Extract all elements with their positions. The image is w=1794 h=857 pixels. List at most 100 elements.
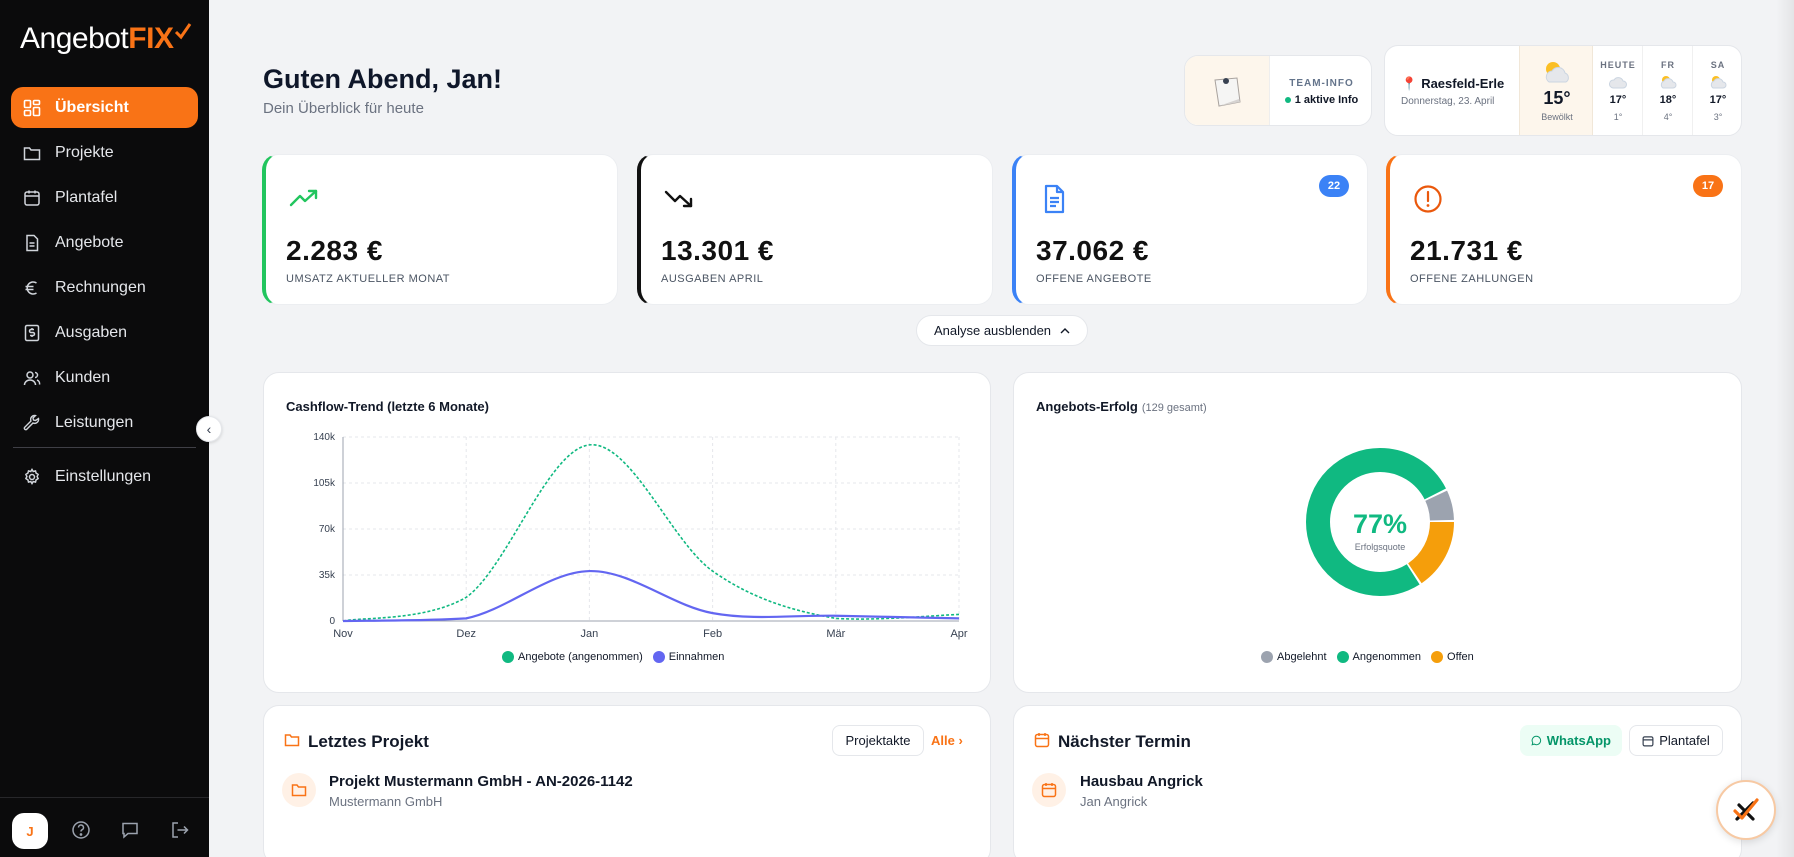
euro-icon [25, 280, 37, 295]
cashflow-legend: Angebote (angenommen) Einnahmen [502, 651, 724, 664]
series-line[interactable] [342, 444, 960, 622]
kpi-ausgaben[interactable]: 13.301 € AUSGABEN APRIL [637, 154, 993, 305]
calendar-icon [24, 190, 40, 206]
dashboard-icon [23, 99, 41, 116]
sun-cloud-icon [1710, 76, 1727, 89]
all-projects-link[interactable]: Alle › [931, 733, 963, 748]
weather-day-sa: SA 17° 3° [1709, 60, 1727, 122]
kpi-umsatz[interactable]: 2.283 € UMSATZ AKTUELLER MONAT [262, 154, 618, 305]
sticky-note-icon [1214, 76, 1241, 107]
success-legend: Abgelehnt Angenommen Offen [1261, 651, 1474, 664]
cashflow-panel: Cashflow-Trend (letzte 6 Monate) 0 35k 70k… [263, 372, 991, 693]
weather-now-temp: 15° [1543, 88, 1571, 108]
kpi-offene-angebote[interactable]: 22 37.062 € OFFENE ANGEBOTE [1012, 154, 1368, 305]
kpi-label: AUSGABEN APRIL [661, 273, 764, 285]
sidebar-item-plantafel[interactable]: Plantafel [11, 177, 198, 218]
kpi-label: OFFENE ANGEBOTE [1036, 273, 1152, 285]
logo-check-icon [174, 23, 192, 40]
sidebar-item-angebote[interactable]: Angebote [11, 222, 198, 263]
legend-item[interactable]: Abgelehnt [1261, 651, 1327, 664]
sidebar-item-projekte[interactable]: Projekte [11, 132, 198, 173]
weather-day-fr: FR 18° 4° [1643, 46, 1693, 135]
kpi-label: OFFENE ZAHLUNGEN [1410, 273, 1534, 285]
help-icon[interactable] [71, 820, 91, 840]
appointment-row-icon [1032, 773, 1066, 807]
analyse-toggle-button[interactable]: Analyse ausblenden [916, 315, 1088, 346]
appointment-name[interactable]: Hausbau Angrick [1080, 773, 1203, 790]
pie-slice[interactable] [1306, 448, 1454, 596]
sidebar-item-kunden[interactable]: Kunden [11, 357, 198, 398]
x-tick-label: Feb [703, 628, 722, 640]
kpi-value: 2.283 € [286, 235, 383, 266]
gear-icon [24, 467, 40, 485]
plantafel-button[interactable]: Plantafel [1629, 725, 1723, 756]
series-line[interactable] [342, 569, 960, 623]
last-project-panel: Letztes Projekt Projektakte Alle › Proje… [263, 705, 991, 857]
x-tick-label: Jan [581, 628, 599, 640]
legend-item[interactable]: Angenommen [1336, 651, 1421, 664]
page-subtitle: Dein Überblick für heute [263, 100, 424, 117]
y-tick-label: 70k [319, 524, 336, 535]
kpi-badge: 22 [1319, 175, 1349, 197]
kpi-offene-zahlungen[interactable]: 17 21.731 € OFFENE ZAHLUNGEN [1386, 154, 1742, 305]
document-icon [26, 234, 39, 251]
team-info-status: 1 aktive Info [1270, 94, 1371, 106]
sun-cloud-icon [1660, 76, 1677, 89]
sidebar-collapse-button[interactable]: ‹ [196, 416, 222, 442]
cashflow-title: Cashflow-Trend (letzte 6 Monate) [286, 399, 489, 414]
x-tick-label: Mär [826, 628, 845, 640]
wrench-icon [23, 414, 40, 430]
calendar-icon [1041, 783, 1057, 798]
whatsapp-button[interactable]: WhatsApp [1520, 725, 1622, 756]
cashflow-chart: 0 35k 70k 105k 140k Nov Dez Jan Feb Mär Apr [313, 432, 968, 640]
chart-grid [342, 436, 960, 622]
sidebar-item-uebersicht[interactable]: Übersicht [11, 87, 198, 128]
avatar[interactable]: J [12, 813, 48, 849]
x-tick-label: Dez [456, 628, 476, 640]
project-name[interactable]: Projekt Mustermann GmbH - AN-2026-1142 [329, 773, 633, 790]
success-panel: Angebots-Erfolg (129 gesamt) 77% Erfolgsq… [1013, 372, 1742, 693]
sidebar-footer: J [0, 797, 209, 857]
status-dot [1284, 97, 1291, 104]
sidebar-nav: Übersicht Projekte Plantafel Angebote Re… [11, 87, 198, 501]
weather-day-heute: HEUTE 17° 1° [1593, 46, 1643, 135]
assistant-fab-button[interactable] [1716, 780, 1776, 840]
team-info-card[interactable]: TEAM-INFO 1 aktive Info [1184, 55, 1372, 126]
sidebar-item-einstellungen[interactable]: Einstellungen [11, 456, 198, 497]
success-donut-chart [1306, 448, 1454, 596]
team-note [1185, 56, 1270, 125]
logout-icon[interactable] [170, 820, 190, 840]
trending-up-icon [289, 189, 318, 207]
sidebar-item-label: Projekte [55, 143, 114, 161]
legend-item[interactable]: Einnahmen [652, 651, 724, 664]
legend-item[interactable]: Angebote (angenommen) [502, 651, 643, 664]
last-project-title: Letztes Projekt [308, 732, 429, 751]
next-appointment-title: Nächster Termin [1058, 732, 1191, 751]
brand-logo[interactable]: AngebotFIX [20, 22, 174, 55]
chevron-up-icon [1060, 327, 1070, 333]
legend-item[interactable]: Offen [1431, 651, 1474, 664]
kpi-badge: 17 [1693, 175, 1723, 197]
projektakte-button[interactable]: Projektakte [832, 725, 924, 756]
project-row-icon [282, 773, 316, 807]
trending-down-icon [664, 190, 693, 208]
team-info-label: TEAM-INFO [1289, 78, 1354, 89]
folder-icon [23, 146, 41, 160]
kpi-value: 37.062 € [1036, 235, 1149, 266]
chat-icon[interactable] [120, 820, 140, 840]
sidebar-item-label: Rechnungen [55, 278, 146, 296]
users-icon [23, 370, 41, 385]
calendar-icon [1034, 733, 1050, 748]
sidebar: AngebotFIX Übersicht Projekte Plantafel … [0, 0, 209, 857]
sidebar-item-label: Kunden [55, 368, 111, 386]
sidebar-item-leistungen[interactable]: Leistungen [11, 402, 198, 443]
weather-now: 15° Bewölkt [1519, 46, 1593, 135]
sidebar-item-label: Plantafel [55, 188, 118, 206]
pie-slice[interactable] [1306, 448, 1454, 596]
kpi-value: 13.301 € [661, 235, 774, 266]
alert-circle-icon [1414, 185, 1442, 213]
sidebar-item-rechnungen[interactable]: Rechnungen [11, 267, 198, 308]
weather-date: Donnerstag, 23. April [1401, 96, 1495, 107]
sidebar-divider [13, 447, 196, 448]
sidebar-item-ausgaben[interactable]: Ausgaben [11, 312, 198, 353]
